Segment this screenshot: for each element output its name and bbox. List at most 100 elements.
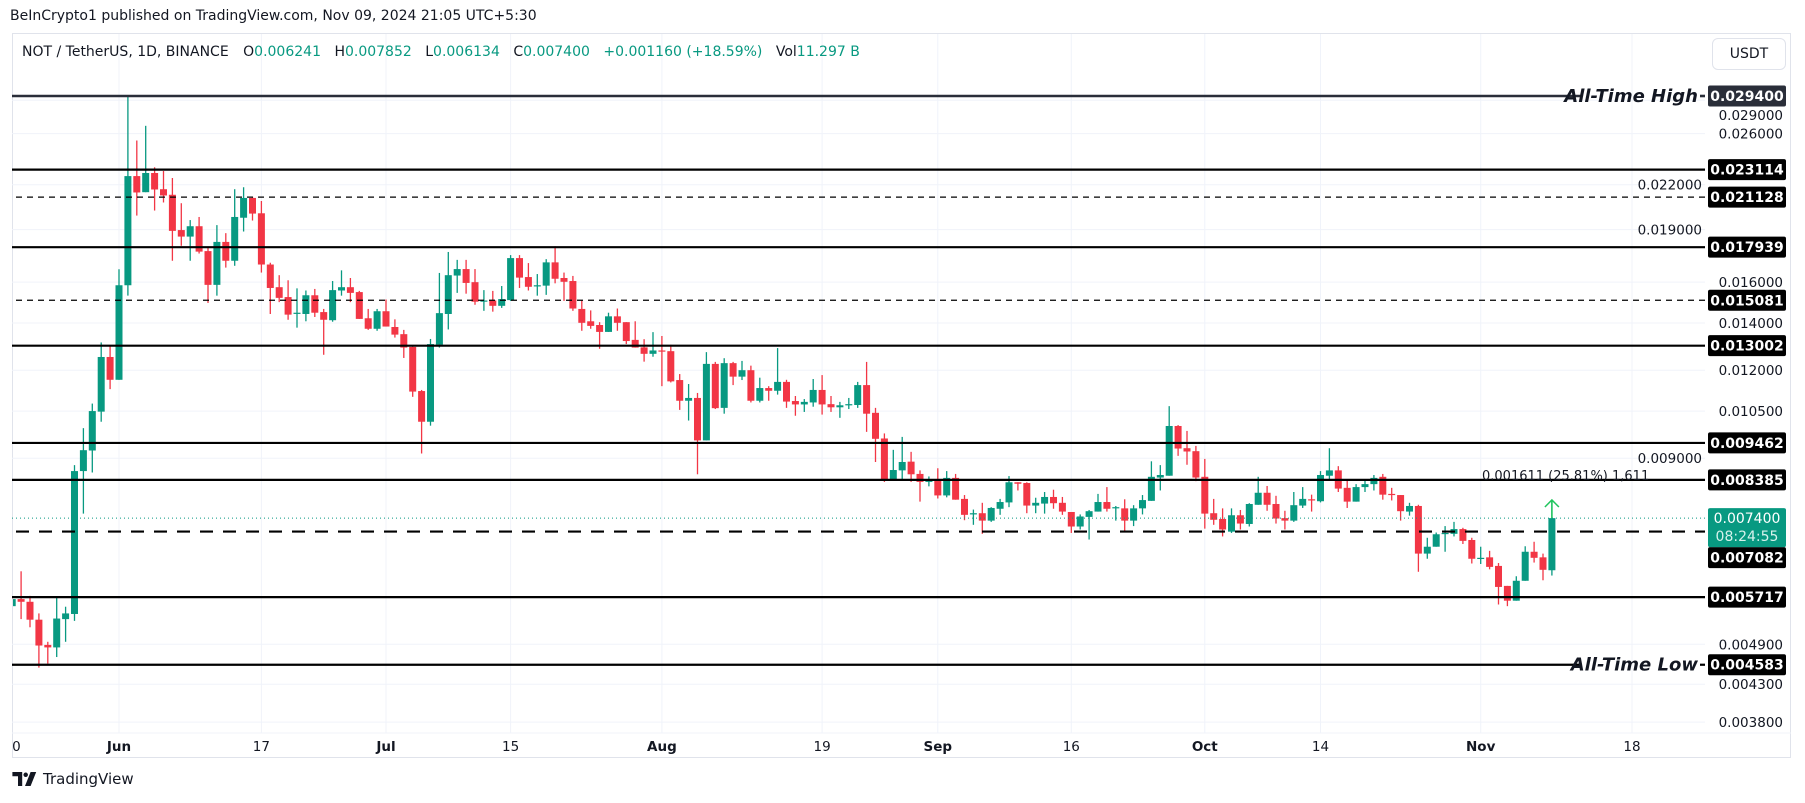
time-axis[interactable]: 20 Jun 17 Jul 15 Aug 19 Sep 16 Oct 14 Nov 18: [4, 739, 1641, 755]
candle-down: [1263, 485, 1271, 511]
candle-body: [613, 316, 621, 323]
time-tick-label: Jun: [106, 739, 131, 755]
candle-body: [409, 346, 417, 392]
candle-body: [1423, 546, 1431, 554]
candle-body: [907, 461, 915, 475]
candle-up: [88, 403, 96, 473]
candle-body: [1317, 475, 1324, 502]
volume-value: 11.297 B: [796, 44, 860, 60]
candle-body: [1228, 515, 1235, 532]
candle-body: [961, 498, 968, 515]
candle-body: [1388, 493, 1396, 496]
candle-down: [1050, 489, 1057, 509]
currency-button[interactable]: USDT: [1712, 38, 1786, 70]
footer-brand[interactable]: TradingView: [12, 770, 134, 788]
candle-body: [1023, 483, 1031, 506]
candle-down: [578, 300, 586, 331]
candle-body: [952, 477, 960, 500]
candle-up: [845, 397, 853, 410]
price-level-label: 0.004583: [1708, 654, 1786, 676]
candle-body: [800, 401, 808, 405]
candle-body: [391, 326, 399, 335]
candle-body: [1361, 484, 1369, 488]
published-caption: BeInCrypto1 published on TradingView.com…: [10, 8, 537, 24]
candle-up: [854, 381, 862, 408]
candle-body: [1352, 487, 1360, 502]
current-price-label: 0.007400 08:24:55: [1708, 508, 1786, 548]
candle-up: [1450, 521, 1458, 537]
candle-body: [711, 363, 719, 409]
candle-body: [667, 351, 675, 382]
candle-body: [827, 404, 835, 408]
price-tick-label: 0.019000: [1638, 223, 1702, 239]
candle-up: [774, 348, 782, 395]
symbol-name[interactable]: NOT / TetherUS, 1D, BINANCE: [22, 44, 229, 60]
candle-down: [249, 196, 256, 221]
candle-body: [1512, 580, 1520, 601]
level-annotation: All-Time Low: [1569, 655, 1699, 676]
candle-body: [1236, 515, 1244, 524]
candle-down: [818, 375, 826, 415]
current-price-box: [1708, 508, 1786, 548]
candle-up: [1156, 465, 1164, 491]
candle-down: [160, 170, 167, 203]
price-level-box: [1708, 586, 1786, 608]
candle-down: [1192, 445, 1200, 482]
candle-body: [978, 513, 986, 521]
candle-body: [1272, 503, 1280, 519]
price-tick-label: 0.004900: [1719, 637, 1783, 653]
candle-up: [1005, 476, 1013, 508]
candle-body: [863, 385, 871, 414]
candle-down: [1343, 480, 1351, 508]
candle-body: [1299, 498, 1307, 506]
candle-body: [320, 312, 328, 320]
candle-up: [720, 358, 728, 414]
candle-body: [587, 321, 595, 326]
candle-up: [1147, 461, 1155, 501]
candle-body: [1370, 477, 1378, 485]
price-level-value: 0.004583: [1710, 658, 1784, 674]
candle-body: [1076, 516, 1084, 527]
candle-body: [1539, 557, 1547, 570]
candle-down: [791, 395, 799, 416]
candle-body: [1210, 513, 1218, 520]
price-level-box: [1708, 469, 1786, 491]
candle-up: [97, 342, 105, 422]
low-value: 0.006134: [433, 44, 500, 60]
time-tick-label: 15: [502, 739, 519, 755]
price-level-label: 0.029400: [1708, 85, 1786, 107]
candle-down: [978, 502, 986, 534]
candle-body: [213, 241, 221, 285]
price-level-label: 0.023114: [1708, 159, 1786, 181]
candle-body: [516, 258, 523, 278]
candle-down: [1210, 498, 1218, 525]
candles: [13, 96, 1556, 668]
candle-down: [284, 280, 292, 320]
candle-down: [1121, 499, 1129, 531]
candle-body: [382, 311, 390, 327]
candle-body: [524, 277, 532, 287]
price-axis[interactable]: [1706, 74, 1790, 733]
candle-body: [231, 216, 239, 261]
candle-body: [1067, 511, 1075, 527]
price-level-label: 0.013002: [1708, 335, 1786, 357]
candle-body: [996, 502, 1004, 509]
candle-body: [1379, 476, 1387, 495]
time-tick-label: 19: [814, 739, 831, 755]
candle-body: [738, 370, 746, 377]
candle-body: [1441, 532, 1449, 535]
candle-up: [889, 449, 897, 480]
candle-down: [1414, 504, 1422, 572]
candle-body: [373, 311, 381, 329]
candle-up: [1423, 537, 1431, 559]
candle-up: [1245, 503, 1253, 527]
candle-body: [507, 258, 515, 301]
candle-body: [685, 397, 693, 401]
candle-up: [329, 281, 337, 322]
candle-body: [809, 389, 817, 403]
candle-body: [898, 461, 906, 471]
candle-down: [916, 470, 924, 502]
candle-body: [747, 370, 755, 401]
price-level-label: 0.008385: [1708, 469, 1786, 491]
